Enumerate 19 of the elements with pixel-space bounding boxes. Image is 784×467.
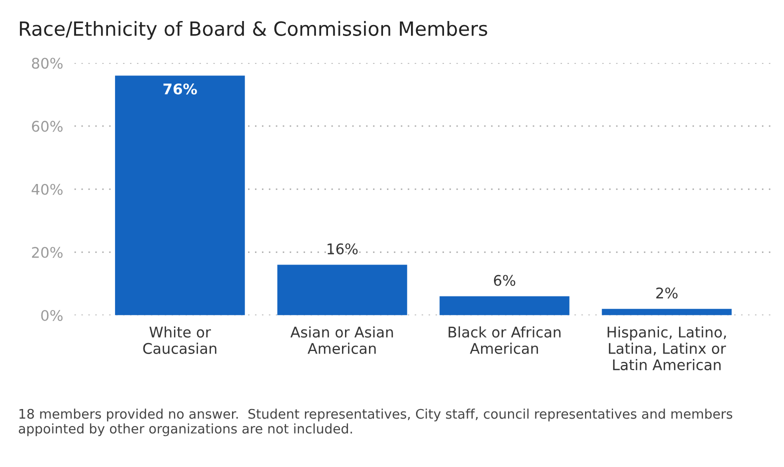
bar xyxy=(602,308,732,316)
bar xyxy=(440,296,570,316)
bar xyxy=(115,76,245,316)
y-tick-label: 80% xyxy=(32,58,63,69)
bar xyxy=(277,264,408,316)
y-tick-label: 40% xyxy=(32,184,63,195)
text: 18 members provided no answer. Student representatives, City staff, council representatives and members appointed by other organizations are not included. xyxy=(18,408,732,436)
x-tick-label: Black or African American xyxy=(448,326,560,354)
data-label: 6% xyxy=(494,274,516,286)
x-tick-label: White or Caucasian xyxy=(143,326,216,354)
data-label: 2% xyxy=(656,288,678,299)
x-tick-label: Hispanic, Latino, Latina, Latinx or Latin American xyxy=(608,326,726,370)
y-tick-label: 0% xyxy=(41,310,63,321)
x-tick-label: Asian or Asian American xyxy=(290,326,393,354)
chart-title: Race/Ethnicity of Board & Commission Members xyxy=(20,20,488,40)
data-label: 16% xyxy=(328,243,358,254)
y-tick-label: 20% xyxy=(32,246,63,258)
y-tick-label: 60% xyxy=(32,120,63,132)
data-label: 76% xyxy=(163,83,197,95)
